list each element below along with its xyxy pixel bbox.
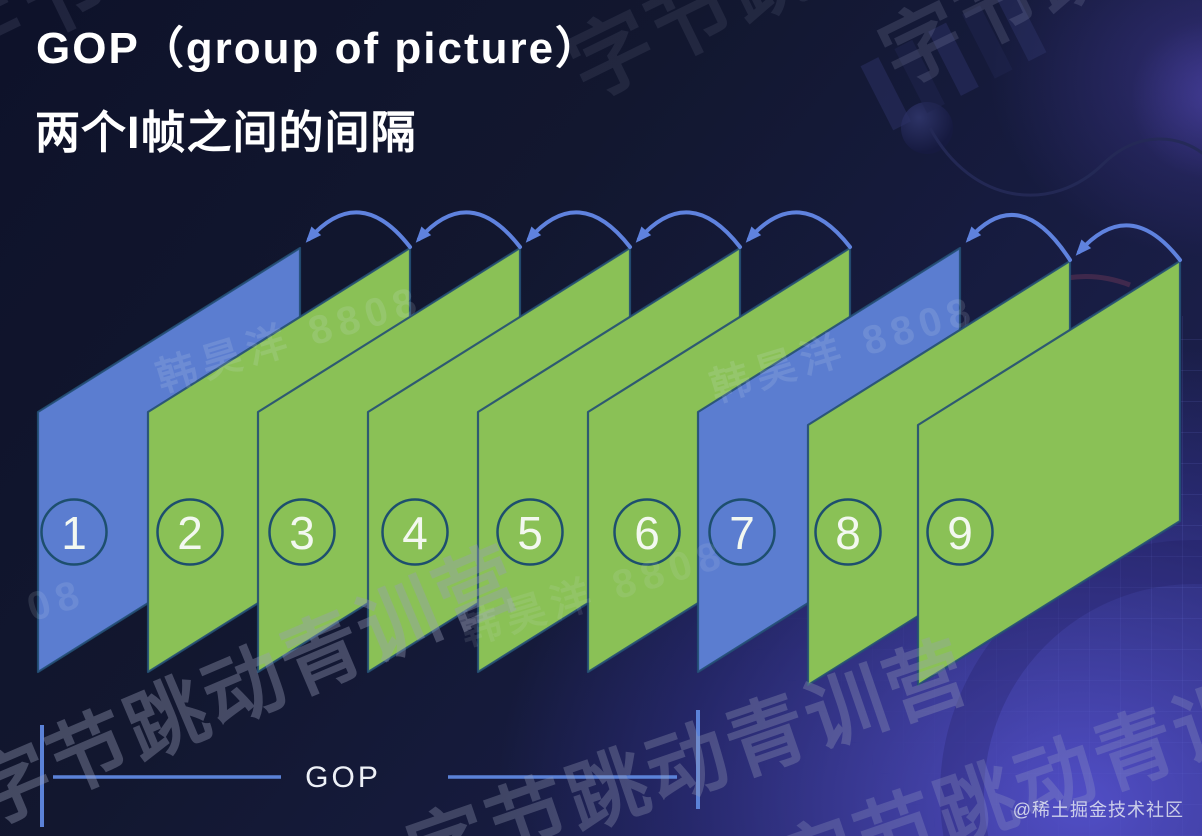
frame-9-pframe (916, 259, 1182, 687)
reference-arrow-3-to-2 (417, 210, 522, 249)
frame-number-circle (268, 498, 336, 566)
frame-number: 2 (177, 507, 203, 559)
page-title: GOP（group of picture） (36, 24, 602, 73)
reference-arrow-8-to-7 (967, 213, 1072, 262)
arrowhead (525, 226, 542, 243)
frame-number-circle (926, 498, 994, 566)
frame-number: 7 (729, 507, 755, 559)
frame-number-circle (708, 498, 776, 566)
reference-arrow-6-to-5 (747, 210, 852, 249)
arrowhead (1075, 239, 1092, 256)
string-line-decoration (928, 127, 1202, 197)
arrowhead (965, 226, 982, 243)
frame-number: 6 (634, 507, 660, 559)
reference-arrow-9-to-8 (1077, 223, 1182, 262)
reference-arrow-2-to-1 (307, 210, 412, 249)
arrowhead (745, 226, 762, 243)
frame-number: 8 (835, 507, 861, 559)
frame-number-circle (613, 498, 681, 566)
frame-number: 5 (517, 507, 543, 559)
frame-number: 4 (402, 507, 428, 559)
arrowhead (415, 226, 432, 243)
reference-arrow-5-to-4 (637, 210, 742, 249)
frame-number-circle (156, 498, 224, 566)
page-subtitle: 两个I帧之间的间隔 (35, 107, 417, 158)
piano-bars-decoration (860, 0, 1047, 131)
frame-number-circle (496, 498, 564, 566)
arrowhead (635, 226, 652, 243)
credit-watermark: @稀土掘金技术社区 (1012, 800, 1184, 820)
frame-number: 1 (61, 507, 87, 559)
reference-arrow-4-to-3 (527, 210, 632, 249)
frame-number-circle (381, 498, 449, 566)
gop-bracket-label: GOP (305, 761, 381, 794)
frame-number: 9 (947, 507, 973, 559)
frame-number-circle (40, 498, 108, 566)
frame-number-circle (814, 498, 882, 566)
frame-number: 3 (289, 507, 315, 559)
arrowhead (305, 226, 322, 243)
